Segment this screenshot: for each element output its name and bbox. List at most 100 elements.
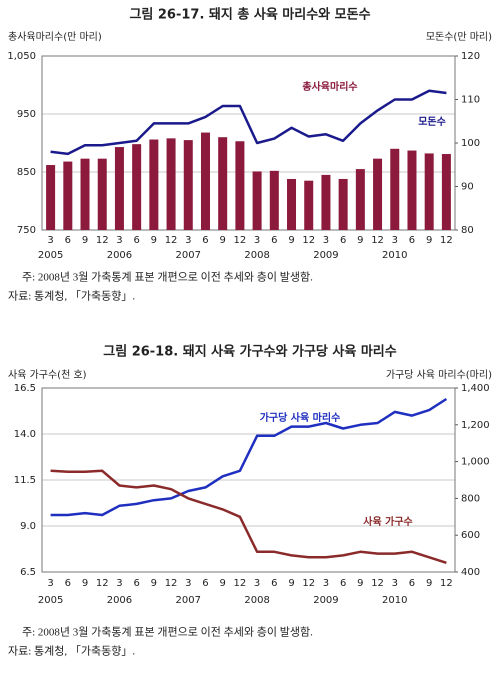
x-tick-label: 9 [288,235,294,246]
y-tick-label: 6.5 [20,567,36,578]
x-group-label: 2006 [107,250,132,261]
y-tick-label: 950 [17,109,36,120]
x-tick-label: 3 [116,578,122,589]
bar [407,150,417,230]
y-axis-label: 총사육마리수(만 마리) [8,31,102,43]
x-tick-label: 9 [220,578,226,589]
x-group-label: 2006 [107,595,132,606]
y2-tick-label: 110 [461,95,480,106]
bar [46,165,56,230]
bar [269,170,279,230]
x-tick-label: 3 [392,235,398,246]
bar [218,137,228,230]
y-tick-label: 850 [17,167,36,178]
x-tick-label: 6 [133,235,139,246]
x-tick-label: 9 [288,578,294,589]
plot-frame [41,387,456,573]
bar [235,141,245,230]
x-tick-label: 6 [202,578,208,589]
bar [80,158,90,230]
x-group-label: 2008 [244,250,269,261]
x-tick-label: 9 [357,578,363,589]
x-tick-label: 6 [409,578,415,589]
x-tick-label: 6 [271,235,277,246]
x-group-label: 2007 [176,250,201,261]
x-tick-label: 12 [234,578,247,589]
x-tick-label: 3 [116,235,122,246]
y-tick-label: 16.5 [14,383,36,394]
bar [183,140,193,230]
y2-tick-label: 100 [461,138,480,149]
x-tick-label: 12 [302,578,315,589]
x-tick-label: 12 [96,578,109,589]
x-tick-label: 12 [165,578,178,589]
y2-tick-label: 600 [461,530,480,541]
series-label: 모돈수 [418,116,446,128]
y2-tick-label: 1,400 [461,383,490,394]
bar [97,158,107,230]
footnote: 주: 2008년 3월 가축통계 표본 개편으로 이전 추세와 층이 발생함. [22,626,313,639]
x-tick-label: 6 [340,578,346,589]
footnote: 주: 2008년 3월 가축통계 표본 개편으로 이전 추세와 층이 발생함. [22,271,313,284]
series-label: 총사육마리수 [302,80,357,93]
y2-tick-label: 90 [461,182,474,193]
x-tick-label: 9 [426,578,432,589]
x-tick-label: 3 [47,235,53,246]
x-tick-label: 12 [234,235,247,246]
bar [424,153,434,230]
y2-tick-label: 400 [461,567,480,578]
x-tick-label: 3 [254,235,260,246]
bar [287,178,297,230]
bar [132,144,142,230]
x-group-label: 2010 [382,250,407,261]
bar [252,171,262,230]
x-tick-label: 6 [340,235,346,246]
y-tick-label: 1,050 [7,51,36,62]
y-tick-label: 14.0 [14,429,36,440]
bar [200,132,210,230]
series-label: 가구당 사육 마리수 [260,411,341,424]
y-axis-label: 사육 가구수(천 호) [8,369,87,381]
x-tick-label: 12 [440,578,453,589]
x-tick-label: 3 [254,578,260,589]
line [50,397,448,517]
chart-title: 그림 26-18. 돼지 사육 가구수와 가구당 사육 마리수 [103,344,397,360]
x-tick-label: 9 [151,578,157,589]
bar [114,147,124,230]
bar [338,178,348,230]
x-tick-label: 12 [165,235,178,246]
bar [373,158,383,230]
x-group-label: 2008 [244,595,269,606]
x-group-label: 2010 [382,595,407,606]
x-tick-label: 6 [65,578,71,589]
y-tick-label: 11.5 [14,475,36,486]
source: 자료: 통계청, 「가축동향」. [8,290,135,303]
x-tick-label: 12 [96,235,109,246]
x-tick-label: 9 [151,235,157,246]
x-tick-label: 12 [302,235,315,246]
x-tick-label: 3 [323,578,329,589]
x-tick-label: 3 [185,235,191,246]
y2-tick-label: 120 [461,51,480,62]
x-tick-label: 9 [82,578,88,589]
x-tick-label: 12 [440,235,453,246]
y2-tick-label: 1,000 [461,457,490,468]
chart-title: 그림 26-17. 돼지 총 사육 마리수와 모돈수 [129,7,370,23]
x-tick-label: 6 [65,235,71,246]
x-tick-label: 3 [185,578,191,589]
source: 자료: 통계청, 「가축동향」. [8,645,135,658]
x-tick-label: 9 [82,235,88,246]
x-tick-label: 6 [202,235,208,246]
y2-tick-label: 800 [461,493,480,504]
x-tick-label: 9 [220,235,226,246]
bar [390,148,400,230]
x-tick-label: 12 [371,235,384,246]
bar [441,154,451,230]
bar [321,174,331,230]
y2-tick-label: 1,200 [461,420,490,431]
series-label: 사육 가구수 [363,515,412,528]
x-tick-label: 3 [392,578,398,589]
y-tick-label: 9.0 [20,521,36,532]
x-tick-label: 6 [133,578,139,589]
